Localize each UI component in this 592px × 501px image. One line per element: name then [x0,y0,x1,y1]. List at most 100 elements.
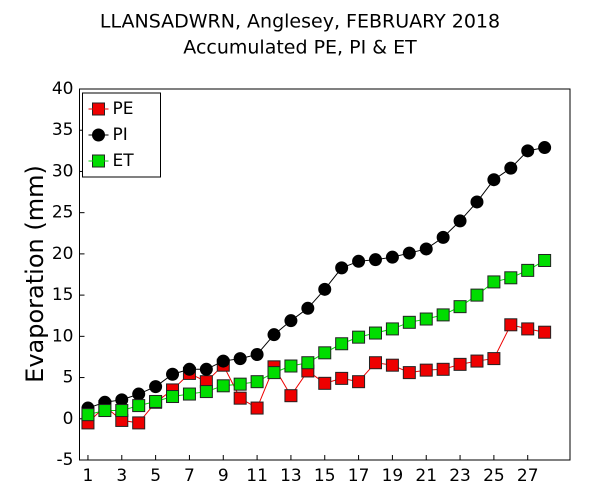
data-point [402,246,416,260]
x-tick-label: 15 [314,466,336,486]
x-tick-label: 19 [382,466,404,486]
data-point [470,354,484,368]
data-point [419,363,433,377]
legend-label: ET [113,151,135,171]
data-point [385,322,399,336]
x-tick-label: 27 [517,466,539,486]
data-point [233,352,247,366]
data-point [81,408,95,422]
data-point [538,253,552,267]
data-point [504,161,518,175]
x-tick-label: 7 [184,466,195,486]
series-line [87,147,545,409]
data-point [487,173,501,187]
y-tick-label: 10 [52,326,74,346]
data-point [453,357,467,371]
data-point [250,401,264,415]
data-point [199,362,213,376]
data-point [318,346,332,360]
x-tick-label: 23 [449,466,471,486]
data-point [267,328,281,342]
data-point [166,390,180,404]
data-point [115,404,129,418]
data-point [352,375,366,389]
data-point [538,325,552,339]
y-tick-label: 40 [52,79,74,99]
legend-label: PE [113,99,134,119]
data-point [301,301,315,315]
series-line [87,260,545,416]
data-point [368,356,382,370]
data-point [385,250,399,264]
data-point [419,312,433,326]
x-tick-label: 13 [280,466,302,486]
data-point [521,322,535,336]
y-tick-label: 25 [52,203,74,223]
data-point [436,362,450,376]
y-tick-label: 20 [52,244,74,264]
data-point [521,263,535,277]
data-point [318,376,332,390]
x-tick-label: 9 [218,466,229,486]
data-point [504,271,518,285]
chart-title: LLANSADWRN, Anglesey, FEBRUARY 2018 [100,11,500,33]
y-tick-label: -5 [57,450,74,470]
y-tick-label: 5 [63,368,74,388]
data-point [487,352,501,366]
y-axis-label: Evaporation (mm) [21,165,49,383]
data-point [166,367,180,381]
data-point [284,359,298,373]
x-tick-label: 17 [348,466,370,486]
data-point [385,358,399,372]
series-line [87,324,545,424]
data-point [250,347,264,361]
data-point [402,315,416,329]
data-point [335,371,349,385]
data-point [538,141,552,155]
data-point [453,300,467,314]
data-point [436,308,450,322]
data-point [233,391,247,405]
x-tick-label: 21 [415,466,437,486]
x-tick-label: 5 [150,466,161,486]
y-tick-label: 35 [52,120,74,140]
data-point [453,214,467,228]
data-point [233,377,247,391]
data-point [216,354,230,368]
x-tick-label: 25 [483,466,505,486]
data-point [504,318,518,332]
data-point [436,230,450,244]
data-point [250,375,264,389]
x-tick-label: 1 [83,466,94,486]
data-point [149,380,163,394]
data-point [419,242,433,256]
data-point [301,356,315,370]
data-point [132,399,146,413]
data-point [470,288,484,302]
legend-label: PI [113,125,128,145]
data-point [368,253,382,267]
y-tick-label: 0 [63,409,74,429]
data-point [335,261,349,275]
y-tick-label: 15 [52,285,74,305]
x-tick-label: 3 [116,466,127,486]
data-point [182,387,196,401]
data-point [98,404,112,418]
data-point [182,362,196,376]
chart-subtitle: Accumulated PE, PI & ET [183,37,417,59]
data-point [335,337,349,351]
data-point [402,366,416,380]
data-point [487,275,501,289]
data-point [521,144,535,158]
data-point [368,326,382,340]
data-point [216,379,230,393]
data-point [352,330,366,344]
data-point [132,387,146,401]
y-tick-label: 30 [52,161,74,181]
data-point [199,385,213,399]
data-point [115,393,129,407]
data-point [132,416,146,430]
data-point [352,254,366,268]
x-tick-label: 11 [246,466,268,486]
